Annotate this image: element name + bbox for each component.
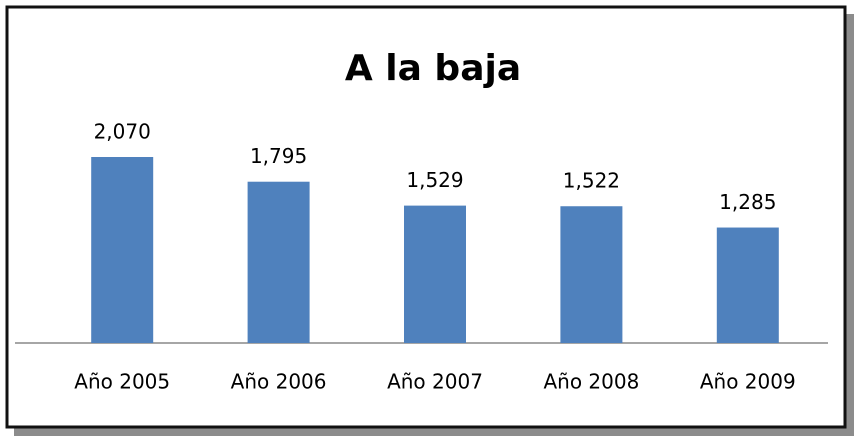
value-label: 1,529: [406, 168, 463, 192]
bar: [716, 227, 779, 343]
value-label: 1,522: [563, 169, 620, 193]
bar: [404, 205, 466, 343]
x-tick-label: Año 2008: [543, 370, 639, 394]
x-tick-label: Año 2007: [387, 370, 483, 394]
value-label: 1,795: [250, 144, 307, 168]
x-tick-label: Año 2005: [74, 370, 170, 394]
value-label: 2,070: [94, 120, 151, 144]
bar: [91, 157, 154, 343]
value-label: 1,285: [719, 190, 776, 214]
bar: [247, 181, 310, 343]
x-tick-label: Año 2009: [700, 370, 796, 394]
bar: [560, 206, 623, 343]
x-tick-label: Año 2006: [231, 370, 327, 394]
chart-title: A la baja: [345, 48, 521, 89]
